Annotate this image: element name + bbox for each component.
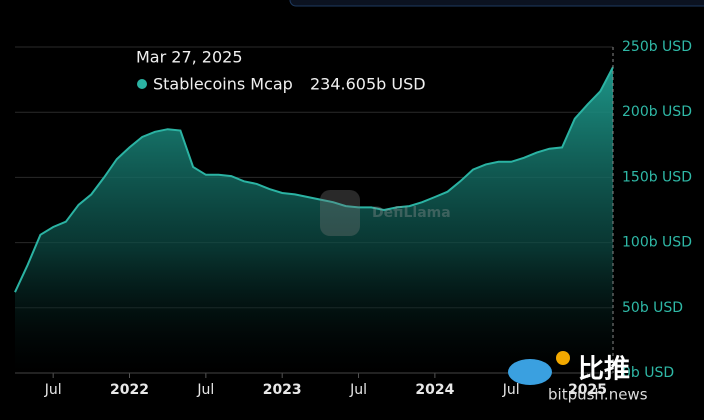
y-tick-label: 200b USD <box>622 104 692 120</box>
x-tick-label: Jul <box>196 382 214 398</box>
y-tick-label: 150b USD <box>622 169 692 185</box>
coin-icon <box>556 351 570 365</box>
tooltip-value: 234.605b USD <box>310 75 426 94</box>
axes: 0b USD 50b USD 100b USD 150b USD 200b USD 250… <box>15 39 692 398</box>
watermark-logo <box>320 190 360 236</box>
x-tick-label: 2023 <box>263 382 302 398</box>
plot <box>14 47 614 373</box>
tooltip-series: Stablecoins Mcap <box>153 75 293 94</box>
site-cn: 比推 <box>578 355 630 385</box>
tooltip-dot <box>137 79 147 89</box>
x-tick-label: Jul <box>502 382 520 398</box>
site: bitpush.news <box>548 386 648 404</box>
defillama-watermark: DefiLlama <box>320 190 451 236</box>
x-tick-label: Jul <box>349 382 367 398</box>
tooltip: Mar 27, 2025 Stablecoins Mcap 234.605b U… <box>136 48 426 94</box>
y-tick-label: 100b USD <box>622 235 692 251</box>
y-tick-label: 250b USD <box>622 39 692 55</box>
x-tick-label: 2025 <box>568 382 607 398</box>
x-tick-label: Jul <box>44 382 62 398</box>
x-tick-label: 2022 <box>110 382 149 398</box>
bitpush-watermark: 比推 bitpush.news <box>508 351 648 404</box>
x-tick-label: 2024 <box>415 382 454 398</box>
line <box>14 66 614 293</box>
bird-logo <box>508 359 552 385</box>
watermark-text: DefiLlama <box>372 205 451 221</box>
y-tick-label: 50b USD <box>622 300 683 316</box>
top-panel-edge <box>289 0 704 7</box>
tooltip-date: Mar 27, 2025 <box>136 48 243 67</box>
y-tick-label: 0b USD <box>622 365 674 381</box>
area <box>15 67 613 373</box>
